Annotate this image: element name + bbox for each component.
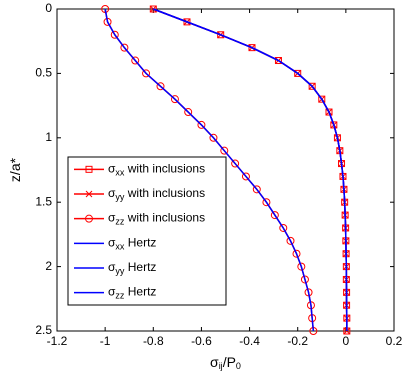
y-tick-label: 1 [45, 130, 52, 144]
marker [217, 31, 225, 39]
marker [292, 249, 301, 258]
marker [297, 262, 306, 271]
marker [274, 57, 282, 65]
y-tick-label: 0 [45, 1, 52, 15]
legend-label: σyy​ with inclusions [108, 186, 205, 202]
y-tick-label: 0.5 [35, 66, 52, 80]
series-line [153, 8, 348, 331]
marker [248, 44, 256, 52]
x-tick-label: -1 [100, 334, 111, 348]
x-tick-label: 0 [343, 334, 350, 348]
legend-box [67, 156, 227, 306]
legend-label: σyy​ Hertz [108, 260, 156, 276]
x-tick-label: -0.6 [191, 334, 212, 348]
marker [142, 69, 151, 78]
marker [231, 159, 240, 168]
x-tick-label: -0.8 [143, 334, 164, 348]
marker [170, 95, 179, 104]
y-tick-label: 2 [45, 259, 52, 273]
y-tick-label: 1.5 [35, 194, 52, 208]
y-tick-label: 2.5 [35, 323, 52, 337]
x-tick-label: -0.2 [287, 334, 308, 348]
marker [279, 223, 288, 232]
marker [270, 211, 279, 220]
legend-marker [85, 214, 93, 223]
marker [318, 95, 326, 103]
legend-marker [85, 165, 93, 173]
marker [330, 121, 338, 129]
x-axis-label: σij​/P0​ [210, 354, 241, 372]
marker [183, 18, 191, 26]
marker [252, 185, 261, 194]
marker [149, 5, 157, 13]
marker [241, 172, 250, 181]
legend-label: σxx​ Hertz [108, 236, 156, 252]
marker [120, 43, 129, 52]
marker [308, 82, 316, 90]
marker [286, 236, 295, 245]
marker [325, 108, 333, 116]
marker [220, 146, 229, 155]
marker [110, 30, 119, 39]
x-tick-label: -1.2 [47, 334, 68, 348]
legend-marker [85, 190, 93, 198]
marker [131, 56, 140, 65]
marker [209, 133, 218, 142]
marker [262, 198, 271, 207]
marker [156, 82, 165, 91]
marker [300, 275, 309, 284]
x-tick-label: 0.2 [386, 334, 403, 348]
marker [184, 108, 193, 117]
y-axis-label: z/a* [7, 157, 23, 182]
series-line [104, 8, 315, 332]
legend-label: σzz​ with inclusions [108, 211, 205, 227]
legend-label: σxx​ with inclusions [108, 162, 205, 178]
legend-label: σzz​ Hertz [108, 285, 156, 301]
marker [294, 69, 302, 77]
marker [197, 120, 206, 129]
x-tick-label: -0.4 [239, 334, 260, 348]
